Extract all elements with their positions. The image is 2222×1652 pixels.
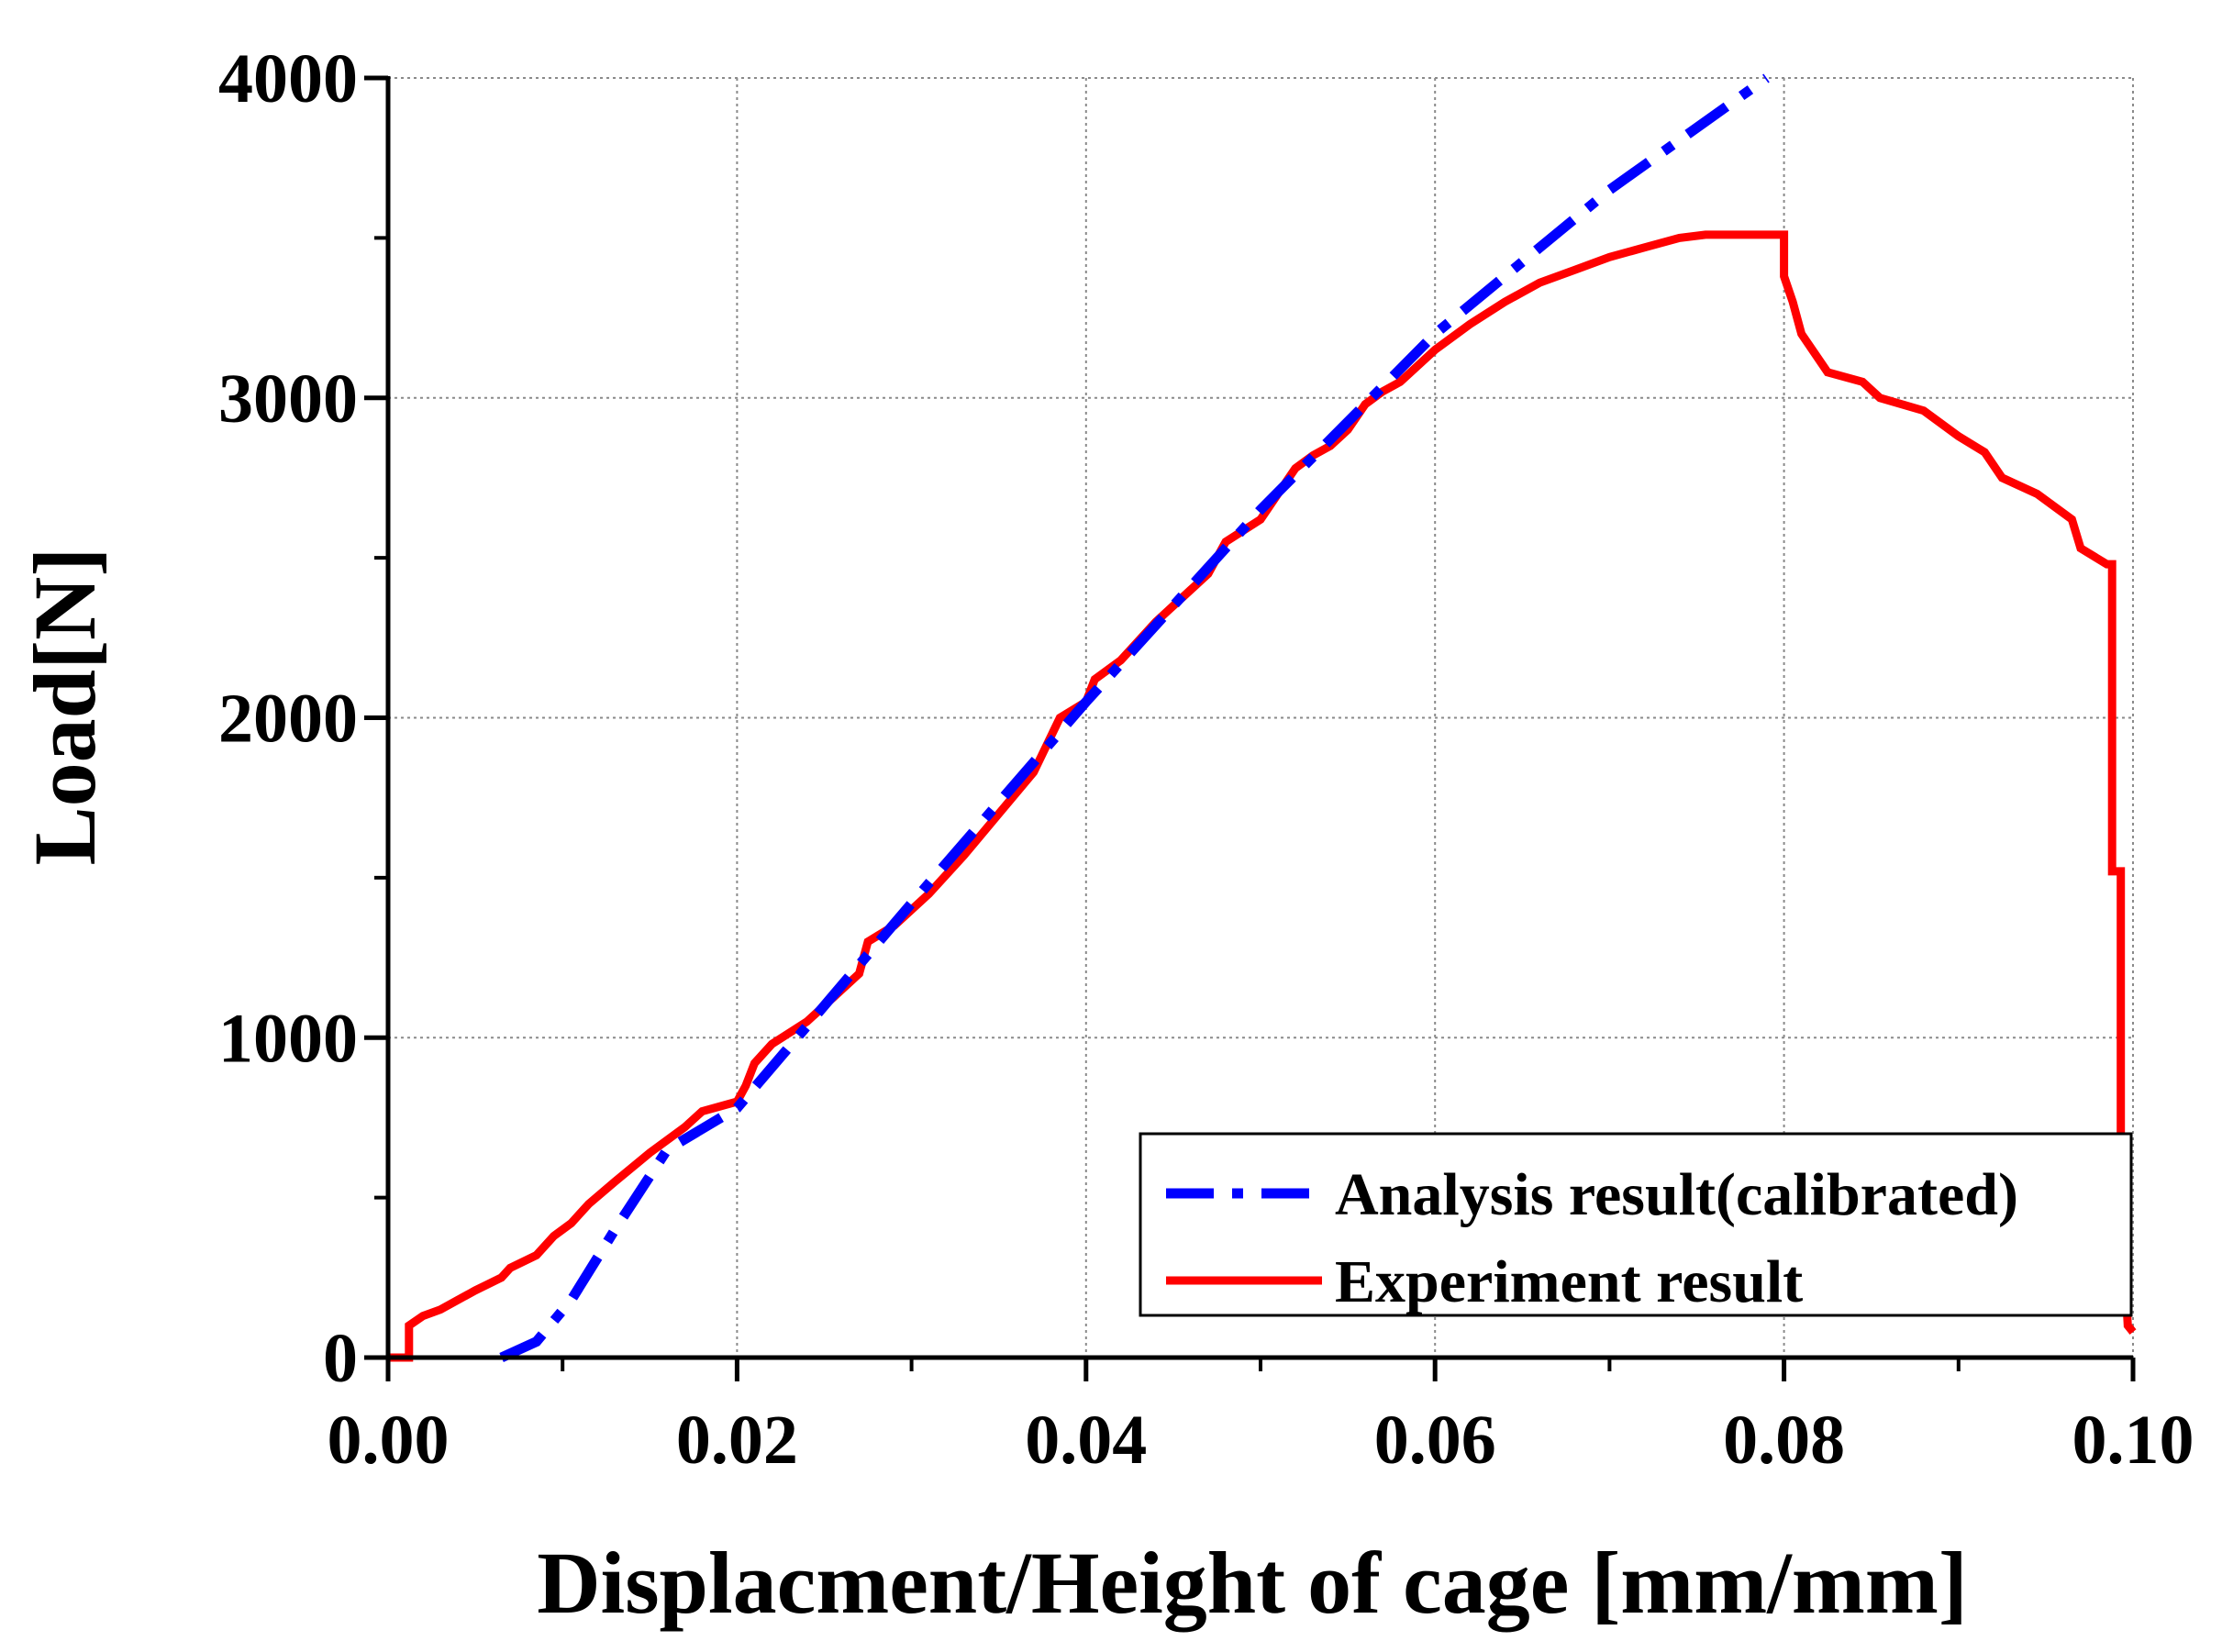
legend-box (1139, 1132, 2133, 1317)
x-tick-label: 0.04 (1025, 1402, 1147, 1479)
x-tick-label: 0.06 (1374, 1402, 1496, 1479)
plot-area (388, 73, 2137, 1363)
analysis-result-line (499, 73, 1770, 1363)
y-tick-label: 2000 (218, 681, 358, 758)
legend: Analysis result(calibrated) Experiment re… (1139, 1132, 2133, 1317)
x-tick-label: 0.10 (2072, 1402, 2194, 1479)
y-tick-label: 0 (323, 1320, 358, 1397)
ticks: 0.00 0.02 0.04 0.06 0.08 0.10 0 1000 2000 3000 400… (218, 40, 2194, 1479)
x-tick-label: 0.02 (676, 1402, 798, 1479)
y-axis-title: Load[N] (16, 548, 114, 866)
y-tick-label: 1000 (218, 1000, 358, 1077)
x-tick-label: 0.00 (328, 1402, 450, 1479)
x-tick-label: 0.08 (1723, 1402, 1845, 1479)
y-tick-label: 3000 (218, 360, 358, 438)
y-tick-label: 4000 (218, 40, 358, 117)
x-axis-title: Displacment/Height of cage [mm/mm] (537, 1534, 1968, 1632)
legend-label: Experiment result (1335, 1248, 1803, 1315)
legend-label: Analysis result(calibrated) (1335, 1161, 2018, 1228)
